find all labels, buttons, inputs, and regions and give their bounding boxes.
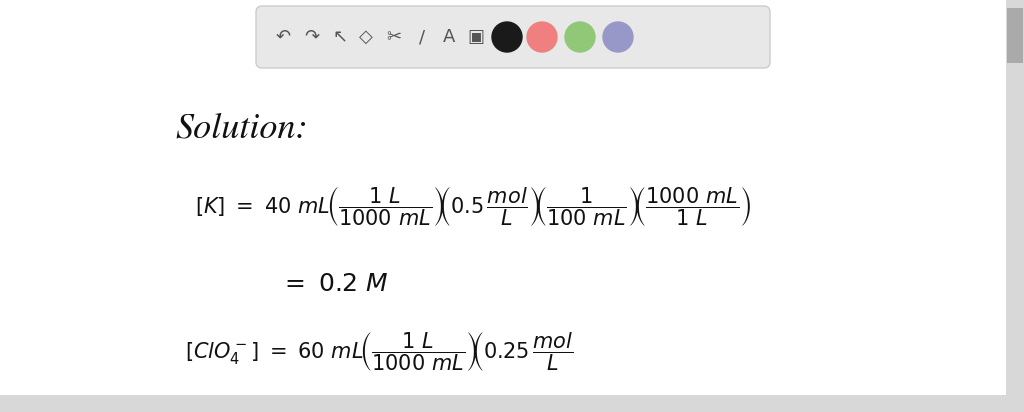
Text: Solution:: Solution: bbox=[175, 112, 307, 144]
Bar bbox=[1006, 0, 1024, 412]
Text: $[ClO_4^-]\ =\ 60\ mL\!\left(\dfrac{1\ L}{1000\ mL}\right)\!\!\left(0.25\,\dfrac: $[ClO_4^-]\ =\ 60\ mL\!\left(\dfrac{1\ L… bbox=[185, 330, 573, 373]
Text: ◇: ◇ bbox=[359, 28, 373, 46]
Text: ▣: ▣ bbox=[468, 28, 484, 46]
Text: A: A bbox=[442, 28, 456, 46]
Bar bbox=[0, 395, 1024, 412]
Text: /: / bbox=[419, 28, 425, 46]
Circle shape bbox=[527, 22, 557, 52]
Text: ✂: ✂ bbox=[386, 28, 401, 46]
Text: ↷: ↷ bbox=[304, 28, 319, 46]
Text: $=\ 0.2\ M$: $=\ 0.2\ M$ bbox=[280, 272, 388, 296]
Bar bbox=[1007, 8, 1023, 63]
Text: ↶: ↶ bbox=[275, 28, 291, 46]
Text: ↖: ↖ bbox=[333, 28, 347, 46]
Text: $[K]\ =\ 40\ mL\!\left(\dfrac{1\ L}{1000\ mL}\right)\!\!\left(0.5\,\dfrac{mol}{L: $[K]\ =\ 40\ mL\!\left(\dfrac{1\ L}{1000… bbox=[195, 185, 752, 228]
FancyBboxPatch shape bbox=[256, 6, 770, 68]
Circle shape bbox=[492, 22, 522, 52]
Circle shape bbox=[603, 22, 633, 52]
Circle shape bbox=[565, 22, 595, 52]
